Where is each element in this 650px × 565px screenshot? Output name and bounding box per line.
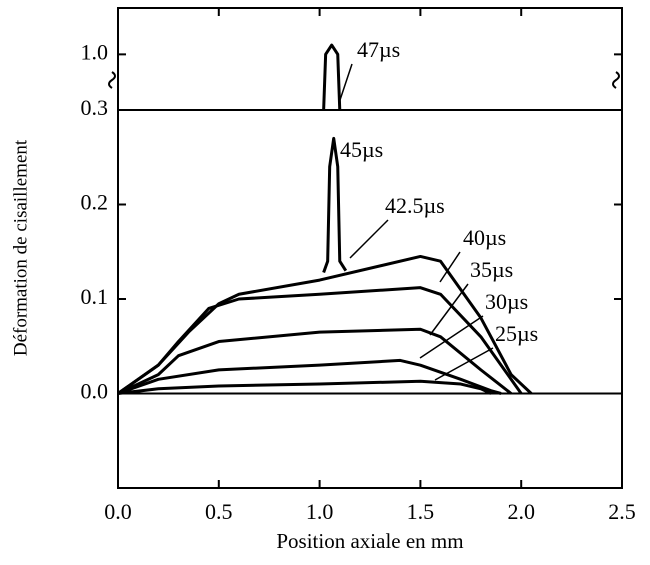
series-label: 25µs [495, 321, 538, 346]
x-axis-label: Position axiale en mm [276, 529, 463, 553]
axis-break [108, 71, 620, 89]
x-tick-label: 1.0 [306, 499, 334, 524]
leader-line [429, 283, 469, 336]
leader-line [349, 219, 389, 259]
y-tick-label: 0.3 [81, 95, 109, 120]
y-tick-label: 0.0 [81, 379, 109, 404]
y-tick-label: 0.1 [81, 284, 109, 309]
series-line [117, 286, 523, 395]
series-label: 40µs [463, 225, 506, 250]
series-label: 35µs [470, 257, 513, 282]
series-label: 47µs [357, 37, 400, 62]
leader-line [434, 347, 494, 381]
y-axis-label: Déformation de cisaillement [10, 139, 31, 356]
x-tick-label: 0.5 [205, 499, 233, 524]
plot-frame [117, 7, 623, 489]
leader-line [439, 251, 461, 283]
leader-line [419, 315, 484, 359]
x-tick-label: 2.5 [608, 499, 636, 524]
series-label: 30µs [485, 289, 528, 314]
series-line [322, 136, 348, 274]
leader-line [339, 63, 353, 101]
x-tick-label: 2.0 [507, 499, 535, 524]
series-label: 45µs [340, 137, 383, 162]
series-line [117, 379, 492, 395]
y-tick-label: 0.2 [81, 190, 109, 215]
x-tick-label: 0.0 [104, 499, 132, 524]
series-line [322, 43, 342, 111]
x-tick-label: 1.5 [407, 499, 435, 524]
series-label: 42.5µs [385, 193, 445, 218]
series-line [117, 358, 502, 395]
series-line [117, 327, 513, 395]
y-tick-label: 1.0 [81, 39, 109, 64]
